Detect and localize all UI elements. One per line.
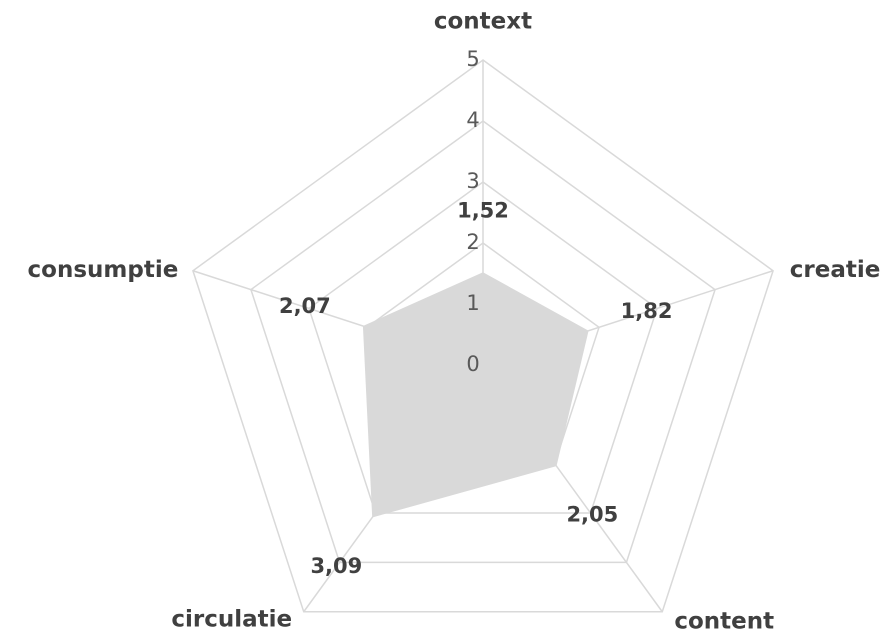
category-label: content <box>674 608 774 634</box>
category-label: creatie <box>790 257 881 283</box>
category-label: context <box>434 9 532 35</box>
grid-line <box>250 120 716 564</box>
value-label: 3,09 <box>310 554 362 578</box>
value-label: 1,82 <box>621 299 673 323</box>
radar-area <box>362 272 589 518</box>
tick-label: 5 <box>466 47 479 71</box>
category-label: consumptie <box>28 257 179 283</box>
tick-label: 4 <box>466 108 479 132</box>
value-label: 2,05 <box>566 503 618 527</box>
value-label: 2,07 <box>279 294 331 318</box>
tick-label: 3 <box>466 169 479 193</box>
tick-label: 0 <box>466 352 479 376</box>
value-label: 1,52 <box>457 198 509 222</box>
grid-line <box>192 59 774 613</box>
grid-line <box>308 181 658 514</box>
category-label: circulatie <box>171 606 292 632</box>
tick-label: 1 <box>466 291 479 315</box>
tick-label: 2 <box>466 230 479 254</box>
